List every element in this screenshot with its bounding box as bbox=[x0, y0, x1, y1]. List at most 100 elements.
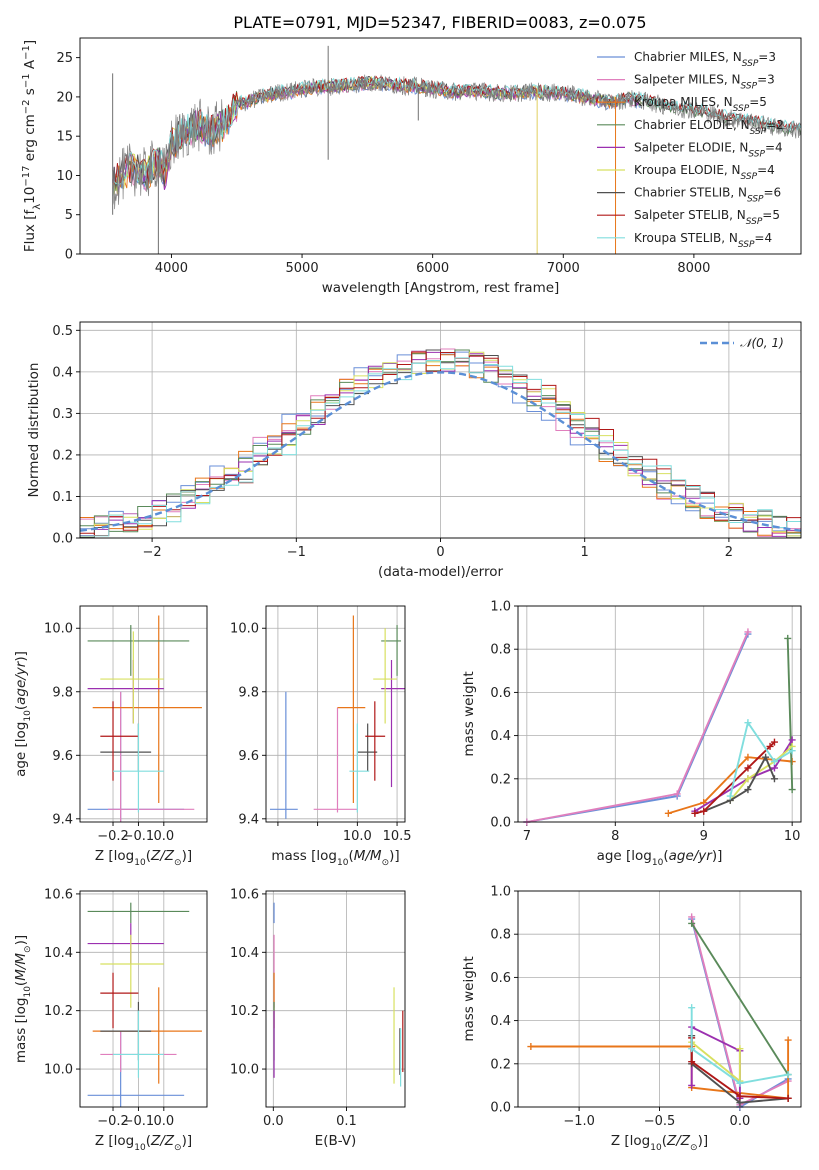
y-tick-label: 0.2 bbox=[52, 448, 73, 463]
mass-vs-Z-frame bbox=[79, 890, 208, 1108]
legend-entry: Chabrier ELODIE, NSSP=2 bbox=[634, 118, 784, 137]
mass-weight-vs-Z-frame bbox=[517, 890, 802, 1108]
age-vs-mass-axes: 10.0 10.5 9.4 9.6 9.8 10.0 bbox=[230, 606, 412, 844]
legend-entry: Kroupa MILES, NSSP=5 bbox=[634, 95, 767, 114]
y-tick-label: 0.1 bbox=[52, 490, 73, 505]
mass-weight-line bbox=[694, 739, 794, 813]
mass-weight-marker bbox=[688, 1045, 696, 1053]
mass-weight-marker bbox=[770, 775, 778, 783]
age-vs-Z-xlabel: Z [log10(Z/Z⊙)] bbox=[95, 848, 192, 868]
mass-weight-marker bbox=[784, 1036, 792, 1044]
mass-weight-marker bbox=[688, 1004, 696, 1012]
mass-weight-marker bbox=[766, 742, 774, 750]
mass-weight-marker bbox=[770, 758, 778, 766]
spectrum-xlabel: wavelength [Angstrom, rest frame] bbox=[322, 280, 560, 296]
x-tick-label: 8000 bbox=[677, 261, 710, 276]
y-tick-label: 10.0 bbox=[230, 622, 259, 637]
mass-weight-marker bbox=[736, 1079, 744, 1087]
x-tick-label: −0.2 bbox=[97, 1114, 129, 1129]
x-tick-label: −1.0 bbox=[563, 1114, 595, 1129]
residual-histogram bbox=[80, 357, 801, 537]
mass-weight-marker bbox=[688, 1058, 696, 1066]
y-tick-label: 9.8 bbox=[238, 685, 259, 700]
y-tick-label: 10.0 bbox=[230, 1063, 259, 1078]
x-tick-label: 4000 bbox=[155, 261, 188, 276]
x-tick-label: 0.0 bbox=[153, 1114, 174, 1129]
mass-weight-marker bbox=[726, 792, 734, 800]
spectrum-legend: Chabrier MILES, NSSP=3 Salpeter MILES, NS… bbox=[597, 50, 784, 250]
mass-weight-line bbox=[729, 745, 793, 802]
legend-entry: Salpeter ELODIE, NSSP=4 bbox=[634, 140, 783, 159]
y-tick-label: 10.6 bbox=[230, 887, 259, 902]
mass-weight-marker bbox=[688, 913, 696, 921]
y-tick-label: 0.2 bbox=[490, 1057, 511, 1072]
mass-weight-line bbox=[786, 638, 794, 790]
y-tick-label: 9.4 bbox=[52, 812, 73, 827]
age-vs-mass-xlabel: mass [log10(M/M⊙)] bbox=[271, 848, 399, 868]
mass-weight-marker bbox=[736, 1099, 744, 1107]
x-tick-label: 10.0 bbox=[343, 829, 372, 844]
y-tick-label: 0.5 bbox=[52, 324, 73, 339]
y-tick-label: 1.0 bbox=[490, 885, 511, 900]
x-tick-label: 7 bbox=[523, 829, 531, 844]
x-tick-label: 2 bbox=[725, 545, 733, 560]
age-vs-Z-frame bbox=[79, 605, 208, 823]
residuals-axes: −2 −1 0 1 2 0.0 0.1 0.2 0.3 0.4 0.5 bbox=[52, 322, 801, 560]
mass-weight-vs-age-xlabel: age [log10(age/yr)] bbox=[597, 848, 723, 868]
y-tick-label: 20 bbox=[56, 90, 73, 105]
legend-entry: 𝒩(0, 1) bbox=[740, 336, 784, 350]
y-tick-label: 0.8 bbox=[490, 643, 511, 658]
y-tick-label: 10 bbox=[56, 169, 73, 184]
mass-vs-ebv-plot-area bbox=[273, 902, 404, 1087]
mass-weight-line bbox=[729, 720, 793, 797]
legend-entry: Kroupa STELIB, NSSP=4 bbox=[634, 231, 772, 250]
mass-vs-ebv-xlabel: E(B-V) bbox=[315, 1133, 357, 1149]
mass-weight-line bbox=[526, 633, 749, 823]
y-tick-label: 0.2 bbox=[490, 772, 511, 787]
mass-weight-vs-Z-ylabel: mass weight bbox=[461, 956, 477, 1041]
figure-title: PLATE=0791, MJD=52347, FIBERID=0083, z=0… bbox=[233, 13, 646, 32]
y-tick-label: 10.0 bbox=[44, 1063, 73, 1078]
y-tick-label: 10.4 bbox=[44, 946, 73, 961]
y-tick-label: 0.3 bbox=[52, 407, 73, 422]
mass-weight-vs-Z-axes: −1.0 −0.5 0.0 0.0 0.2 0.4 0.6 0.8 1.0 bbox=[490, 885, 801, 1129]
legend-entry: Chabrier MILES, NSSP=3 bbox=[634, 50, 776, 69]
x-tick-label: −2 bbox=[143, 545, 162, 560]
spectrum-plot-area bbox=[112, 45, 801, 254]
y-tick-label: 0.6 bbox=[490, 971, 511, 986]
mass-weight-vs-age-frame bbox=[517, 605, 802, 823]
y-tick-label: 10.0 bbox=[44, 622, 73, 637]
spectrum-ylabel: Flux [fλ10−17 erg cm−2 s−1 A−1] bbox=[21, 40, 43, 252]
mass-weight-marker bbox=[744, 753, 752, 761]
mass-weight-marker bbox=[770, 738, 778, 746]
mass-weight-line bbox=[690, 922, 789, 1076]
mass-vs-Z-ylabel: mass [log10(M/M⊙)] bbox=[13, 935, 33, 1063]
y-tick-label: 0.8 bbox=[490, 928, 511, 943]
mass-weight-marker bbox=[770, 764, 778, 772]
y-tick-label: 0.0 bbox=[490, 816, 511, 831]
mass-weight-line bbox=[668, 756, 793, 815]
y-tick-label: 0 bbox=[65, 248, 73, 263]
legend-entry: Salpeter MILES, NSSP=3 bbox=[634, 73, 775, 92]
x-tick-label: 0.1 bbox=[336, 1114, 357, 1129]
mass-weight-marker bbox=[784, 1071, 792, 1079]
x-tick-label: 9 bbox=[700, 829, 708, 844]
mass-weight-marker bbox=[788, 747, 796, 755]
x-tick-label: 0.0 bbox=[153, 829, 174, 844]
y-tick-label: 0.0 bbox=[490, 1101, 511, 1116]
mass-vs-Z-axes: −0.2−0.1 0.0 10.0 10.2 10.4 10.6 bbox=[44, 887, 207, 1129]
mass-weight-marker bbox=[736, 1092, 744, 1100]
y-tick-label: 0.4 bbox=[490, 1014, 511, 1029]
y-tick-label: 9.4 bbox=[238, 812, 259, 827]
mass-weight-marker bbox=[744, 775, 752, 783]
mass-weight-marker bbox=[700, 807, 708, 815]
y-tick-label: 25 bbox=[56, 51, 73, 66]
mass-vs-Z-xlabel: Z [log10(Z/Z⊙)] bbox=[95, 1133, 192, 1153]
mass-weight-line bbox=[526, 631, 749, 823]
x-tick-label: 6000 bbox=[416, 261, 449, 276]
y-tick-label: 10.2 bbox=[230, 1004, 259, 1019]
x-tick-label: 0.0 bbox=[263, 1114, 284, 1129]
mass-vs-ebv-frame bbox=[265, 890, 406, 1108]
residuals-xlabel: (data-model)/error bbox=[378, 564, 504, 580]
